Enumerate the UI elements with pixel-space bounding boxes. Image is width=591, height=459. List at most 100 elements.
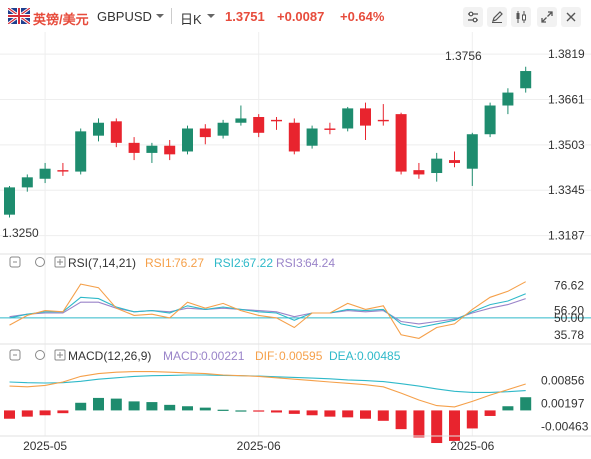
dea-legend-value: 0.00485 <box>357 349 401 363</box>
time-tick-label: 2025-05 <box>23 439 67 453</box>
price-tick-label: 1.3503 <box>548 138 585 152</box>
candle-body <box>253 116 265 133</box>
price-tick-label: 1.3345 <box>548 183 585 197</box>
macd-legend-key: MACD: <box>163 349 202 363</box>
rsi-tick-label: 56.20 <box>554 303 584 317</box>
macd-tick-label: 0.00856 <box>541 374 585 388</box>
rsi3-line <box>9 298 526 325</box>
collapse-rsi-icon[interactable] <box>9 256 21 268</box>
uk-flag-icon <box>8 8 30 24</box>
rsi2-legend-key: RSI2: <box>214 256 244 270</box>
price-change: +0.0087 <box>277 9 325 24</box>
rsi-settings-gear-icon[interactable] <box>35 257 45 267</box>
macd-histogram-bar <box>520 397 532 411</box>
price-axis: 1.3819 1.3661 1.3503 1.3345 1.3187 <box>548 47 585 243</box>
time-tick-label: 2025-06 <box>450 439 494 453</box>
candle-body <box>271 119 282 122</box>
candle-body <box>449 160 460 163</box>
header-separator <box>171 8 172 24</box>
candle-body <box>128 142 140 153</box>
expand-button[interactable] <box>537 7 557 27</box>
rsi2-line <box>9 293 526 329</box>
macd-histogram-bar <box>342 410 354 418</box>
collapse-macd-icon[interactable] <box>9 349 21 361</box>
macd-tick-label: -0.00463 <box>541 419 589 433</box>
macd-histogram-bar <box>217 409 229 411</box>
macd-histogram-bar <box>164 404 176 411</box>
macd-add-icon[interactable] <box>54 349 66 361</box>
candle-body <box>502 92 514 106</box>
candle-body <box>431 158 443 174</box>
macd-histogram-bar <box>21 410 33 417</box>
sliders-icon <box>468 11 478 23</box>
candle-body <box>306 128 318 146</box>
macd-histogram-bar <box>395 410 407 430</box>
rsi-legend: RSI(7,14,21) RSI1: 76.27 RSI2: 67.22 RSI… <box>9 256 335 270</box>
macd-histogram-bar <box>413 410 425 438</box>
candlestick-series <box>4 66 532 218</box>
macd-histogram-bar <box>39 410 51 416</box>
macd-histogram-bar <box>128 401 140 411</box>
macd-histogram-bar <box>306 410 318 416</box>
candle-body <box>182 128 193 152</box>
rsi1-line <box>9 281 526 339</box>
macd-histogram-bar <box>182 406 193 411</box>
price-tick-label: 1.3819 <box>548 47 585 61</box>
candle-body <box>342 108 354 129</box>
candle-body <box>93 122 104 136</box>
rsi-add-icon[interactable] <box>54 256 66 268</box>
indicator-settings-button[interactable] <box>463 7 483 27</box>
close-button[interactable] <box>561 7 581 27</box>
candle-body <box>146 145 158 153</box>
candle-body <box>21 177 33 188</box>
macd-histogram-bar <box>449 410 460 441</box>
dif-line <box>9 371 526 408</box>
expand-icon <box>541 11 553 23</box>
timeframe-dropdown-chevron-icon[interactable] <box>206 11 216 21</box>
chart-header: 英镑/美元 GBPUSD 日K 1.3751 +0.0087 +0.64% <box>0 0 591 32</box>
macd-histogram-bar <box>146 402 158 411</box>
chart-settings-button[interactable] <box>511 7 531 27</box>
rsi3-legend-key: RSI3: <box>276 256 306 270</box>
candle-body <box>484 105 496 135</box>
time-tick-label: 2025-06 <box>237 439 281 453</box>
macd-histogram-bar <box>466 410 478 429</box>
pencil-icon <box>492 11 503 23</box>
draw-tool-button[interactable] <box>487 7 507 27</box>
rsi-tick-label: 35.78 <box>554 328 584 342</box>
candle-body <box>39 168 51 179</box>
symbol-code[interactable]: GBPUSD <box>97 9 152 24</box>
macd-histogram-bar <box>484 410 496 416</box>
macd-histogram-bar <box>93 397 104 411</box>
timeframe-selector[interactable]: 日K <box>180 12 202 27</box>
dif-legend-value: 0.00595 <box>279 349 323 363</box>
candle-body <box>288 122 300 152</box>
current-price-label: 1.3756 <box>445 49 482 63</box>
candle-body <box>377 119 389 122</box>
macd-histogram-bar <box>377 410 389 421</box>
macd-histogram-bar <box>110 398 122 411</box>
symbol-name[interactable]: 英镑/美元 <box>33 12 89 27</box>
close-icon <box>566 12 576 22</box>
rsi3-legend-value: 64.24 <box>305 256 335 270</box>
dif-legend-key: DIF: <box>255 349 278 363</box>
candle-body <box>164 145 176 155</box>
macd-tick-label: 0.00197 <box>541 397 585 411</box>
macd-histogram-bar <box>199 407 211 411</box>
candle-body <box>199 128 211 138</box>
rsi-add-icon-plus <box>57 259 63 265</box>
dea-line <box>9 374 526 393</box>
rsi1-legend-key: RSI1: <box>145 256 175 270</box>
macd-legend: MACD(12,26,9) MACD: 0.00221 DIF: 0.00595… <box>9 349 401 363</box>
candle-body <box>466 134 478 169</box>
macd-histogram-bar <box>360 410 371 419</box>
macd-add-icon-plus <box>57 352 63 358</box>
period-low-label: 1.3250 <box>2 226 39 240</box>
symbol-dropdown-chevron-icon[interactable] <box>155 11 165 21</box>
macd-settings-gear-icon[interactable] <box>35 350 45 360</box>
candle-body <box>57 170 69 172</box>
macd-histogram-bar <box>75 402 87 411</box>
last-price: 1.3751 <box>225 9 265 24</box>
